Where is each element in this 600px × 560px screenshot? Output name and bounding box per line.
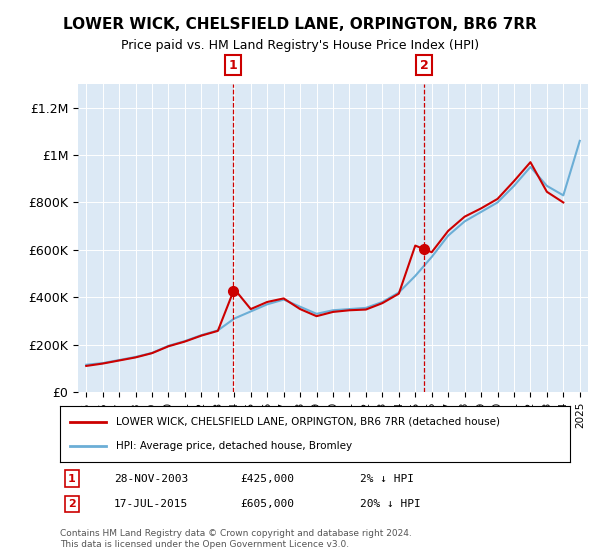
Text: 1: 1	[68, 474, 76, 484]
Text: LOWER WICK, CHELSFIELD LANE, ORPINGTON, BR6 7RR (detached house): LOWER WICK, CHELSFIELD LANE, ORPINGTON, …	[116, 417, 500, 427]
Text: 2: 2	[68, 499, 76, 509]
Text: 28-NOV-2003: 28-NOV-2003	[114, 474, 188, 484]
Text: 20% ↓ HPI: 20% ↓ HPI	[360, 499, 421, 509]
Text: LOWER WICK, CHELSFIELD LANE, ORPINGTON, BR6 7RR: LOWER WICK, CHELSFIELD LANE, ORPINGTON, …	[63, 17, 537, 32]
Text: 2% ↓ HPI: 2% ↓ HPI	[360, 474, 414, 484]
Text: Price paid vs. HM Land Registry's House Price Index (HPI): Price paid vs. HM Land Registry's House …	[121, 39, 479, 52]
Text: £605,000: £605,000	[240, 499, 294, 509]
Text: Contains HM Land Registry data © Crown copyright and database right 2024.
This d: Contains HM Land Registry data © Crown c…	[60, 529, 412, 549]
Text: HPI: Average price, detached house, Bromley: HPI: Average price, detached house, Brom…	[116, 441, 352, 451]
Text: 1: 1	[229, 59, 237, 72]
Text: 17-JUL-2015: 17-JUL-2015	[114, 499, 188, 509]
Text: 2: 2	[420, 59, 428, 72]
Text: £425,000: £425,000	[240, 474, 294, 484]
